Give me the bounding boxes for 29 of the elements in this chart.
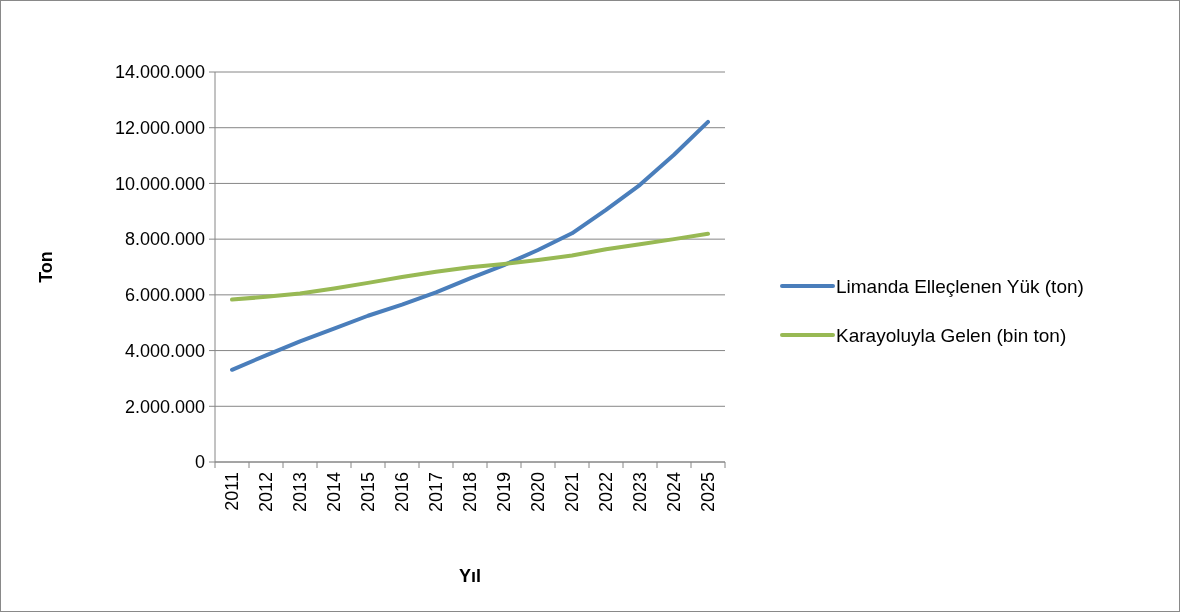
x-tick-label: 2012 <box>256 472 277 513</box>
line-series <box>230 119 710 372</box>
x-tick-label: 2023 <box>630 472 651 513</box>
x-tick-label: 2018 <box>460 472 481 513</box>
x-tick-label: 2014 <box>324 472 345 513</box>
x-tick-label: 2020 <box>528 472 549 513</box>
x-tick-label: 2015 <box>358 472 379 513</box>
legend-label: Karayoluyla Gelen (bin ton) <box>836 324 1067 346</box>
x-tick-label: 2013 <box>290 472 311 513</box>
y-tick-label: 2.000.000 <box>124 396 205 417</box>
x-tick-label: 2011 <box>222 472 243 511</box>
x-tick-label: 2017 <box>426 472 447 513</box>
x-tick-label: 2025 <box>698 472 719 513</box>
y-tick-label: 6.000.000 <box>124 285 205 306</box>
x-tick-label: 2021 <box>562 472 583 513</box>
y-tick-label: 10.000.000 <box>114 173 205 194</box>
legend-label: Limanda Elleçlenen Yük (ton) <box>836 275 1084 297</box>
x-tick-label: 2024 <box>664 472 685 513</box>
y-tick-label: 12.000.000 <box>114 118 205 139</box>
y-tick-label: 0 <box>194 452 205 473</box>
x-axis-title: Yıl <box>458 566 482 586</box>
x-tick-label: 2019 <box>494 472 515 513</box>
y-tick-label: 4.000.000 <box>124 340 205 361</box>
y-tick-label: 14.000.000 <box>114 62 205 83</box>
line-series <box>230 231 710 302</box>
x-tick-label: 2022 <box>596 472 617 513</box>
y-tick-label: 8.000.000 <box>124 229 205 250</box>
y-axis-title: Ton <box>36 251 56 283</box>
x-tick-label: 2016 <box>392 472 413 513</box>
